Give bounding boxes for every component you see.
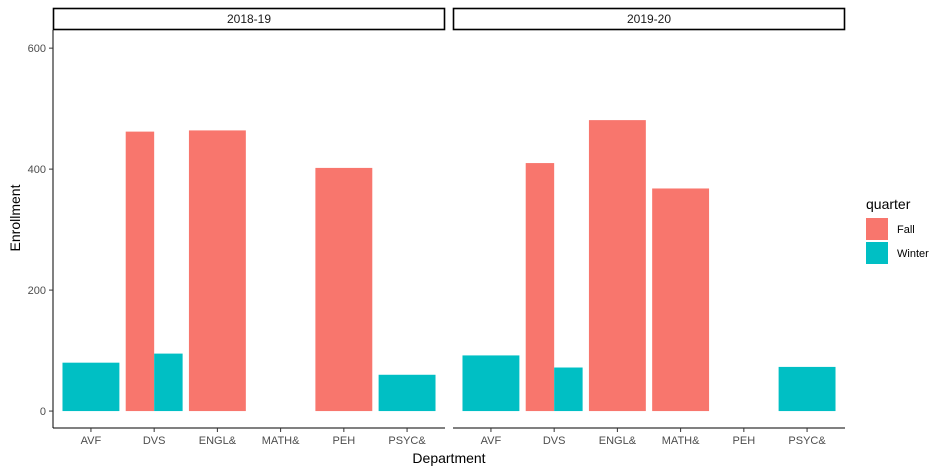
x-tick-label: DVS: [543, 435, 566, 447]
legend-key-fall: [866, 218, 888, 240]
bar-fall: [125, 131, 155, 412]
x-tick-label: MATH&: [662, 435, 700, 447]
y-tick-label: 600: [28, 43, 46, 55]
y-tick-label: 0: [40, 406, 46, 418]
x-tick-label: PSYC&: [788, 435, 826, 447]
bar-fall: [188, 130, 246, 412]
y-tick-label: 200: [28, 285, 46, 297]
facet-strip-label: 2018-19: [227, 12, 271, 26]
facet-panel: 2018-19 AVF DVS ENGL& MATH& PEH PSYC&: [52, 7, 446, 447]
x-tick-label: ENGL&: [199, 435, 237, 447]
x-tick-label: AVF: [81, 435, 102, 447]
bar-winter: [778, 366, 836, 412]
facet-strip-label: 2019-20: [627, 12, 671, 26]
x-tick-label: MATH&: [262, 435, 300, 447]
bar-winter: [554, 367, 583, 412]
x-tick-label: PEH: [333, 435, 356, 447]
legend-label: Fall: [897, 224, 915, 236]
x-tick-label: PEH: [733, 435, 756, 447]
bar-winter: [62, 362, 120, 412]
facet-strip: [452, 7, 846, 31]
x-axis-title: Department: [412, 450, 485, 466]
x-tick-label: PSYC&: [388, 435, 426, 447]
y-axis: 0 200 400 600: [28, 30, 54, 428]
legend-label: Winter: [897, 248, 929, 260]
bar-winter: [378, 374, 436, 412]
bar-fall: [315, 167, 373, 412]
legend-key-winter: [866, 242, 888, 264]
x-tick-label: AVF: [481, 435, 502, 447]
facets-layer: 2018-19 AVF DVS ENGL& MATH& PEH PSYC&2019-20 AV…: [52, 7, 846, 447]
facet-panel: 2019-20 AVF DVS ENGL& MATH& PEH PSYC&: [452, 7, 846, 447]
x-tick-label: ENGL&: [599, 435, 637, 447]
facet-strip: [52, 7, 446, 31]
y-axis-title: Enrollment: [7, 184, 23, 251]
bar-fall: [525, 163, 555, 412]
bar-winter: [154, 353, 183, 412]
x-tick-label: DVS: [143, 435, 166, 447]
bar-winter: [462, 355, 520, 412]
bar-fall: [652, 188, 710, 412]
legend: quarter Fall Winter: [866, 196, 929, 264]
bar-fall: [588, 120, 646, 412]
y-tick-label: 400: [28, 164, 46, 176]
legend-title: quarter: [866, 196, 911, 212]
